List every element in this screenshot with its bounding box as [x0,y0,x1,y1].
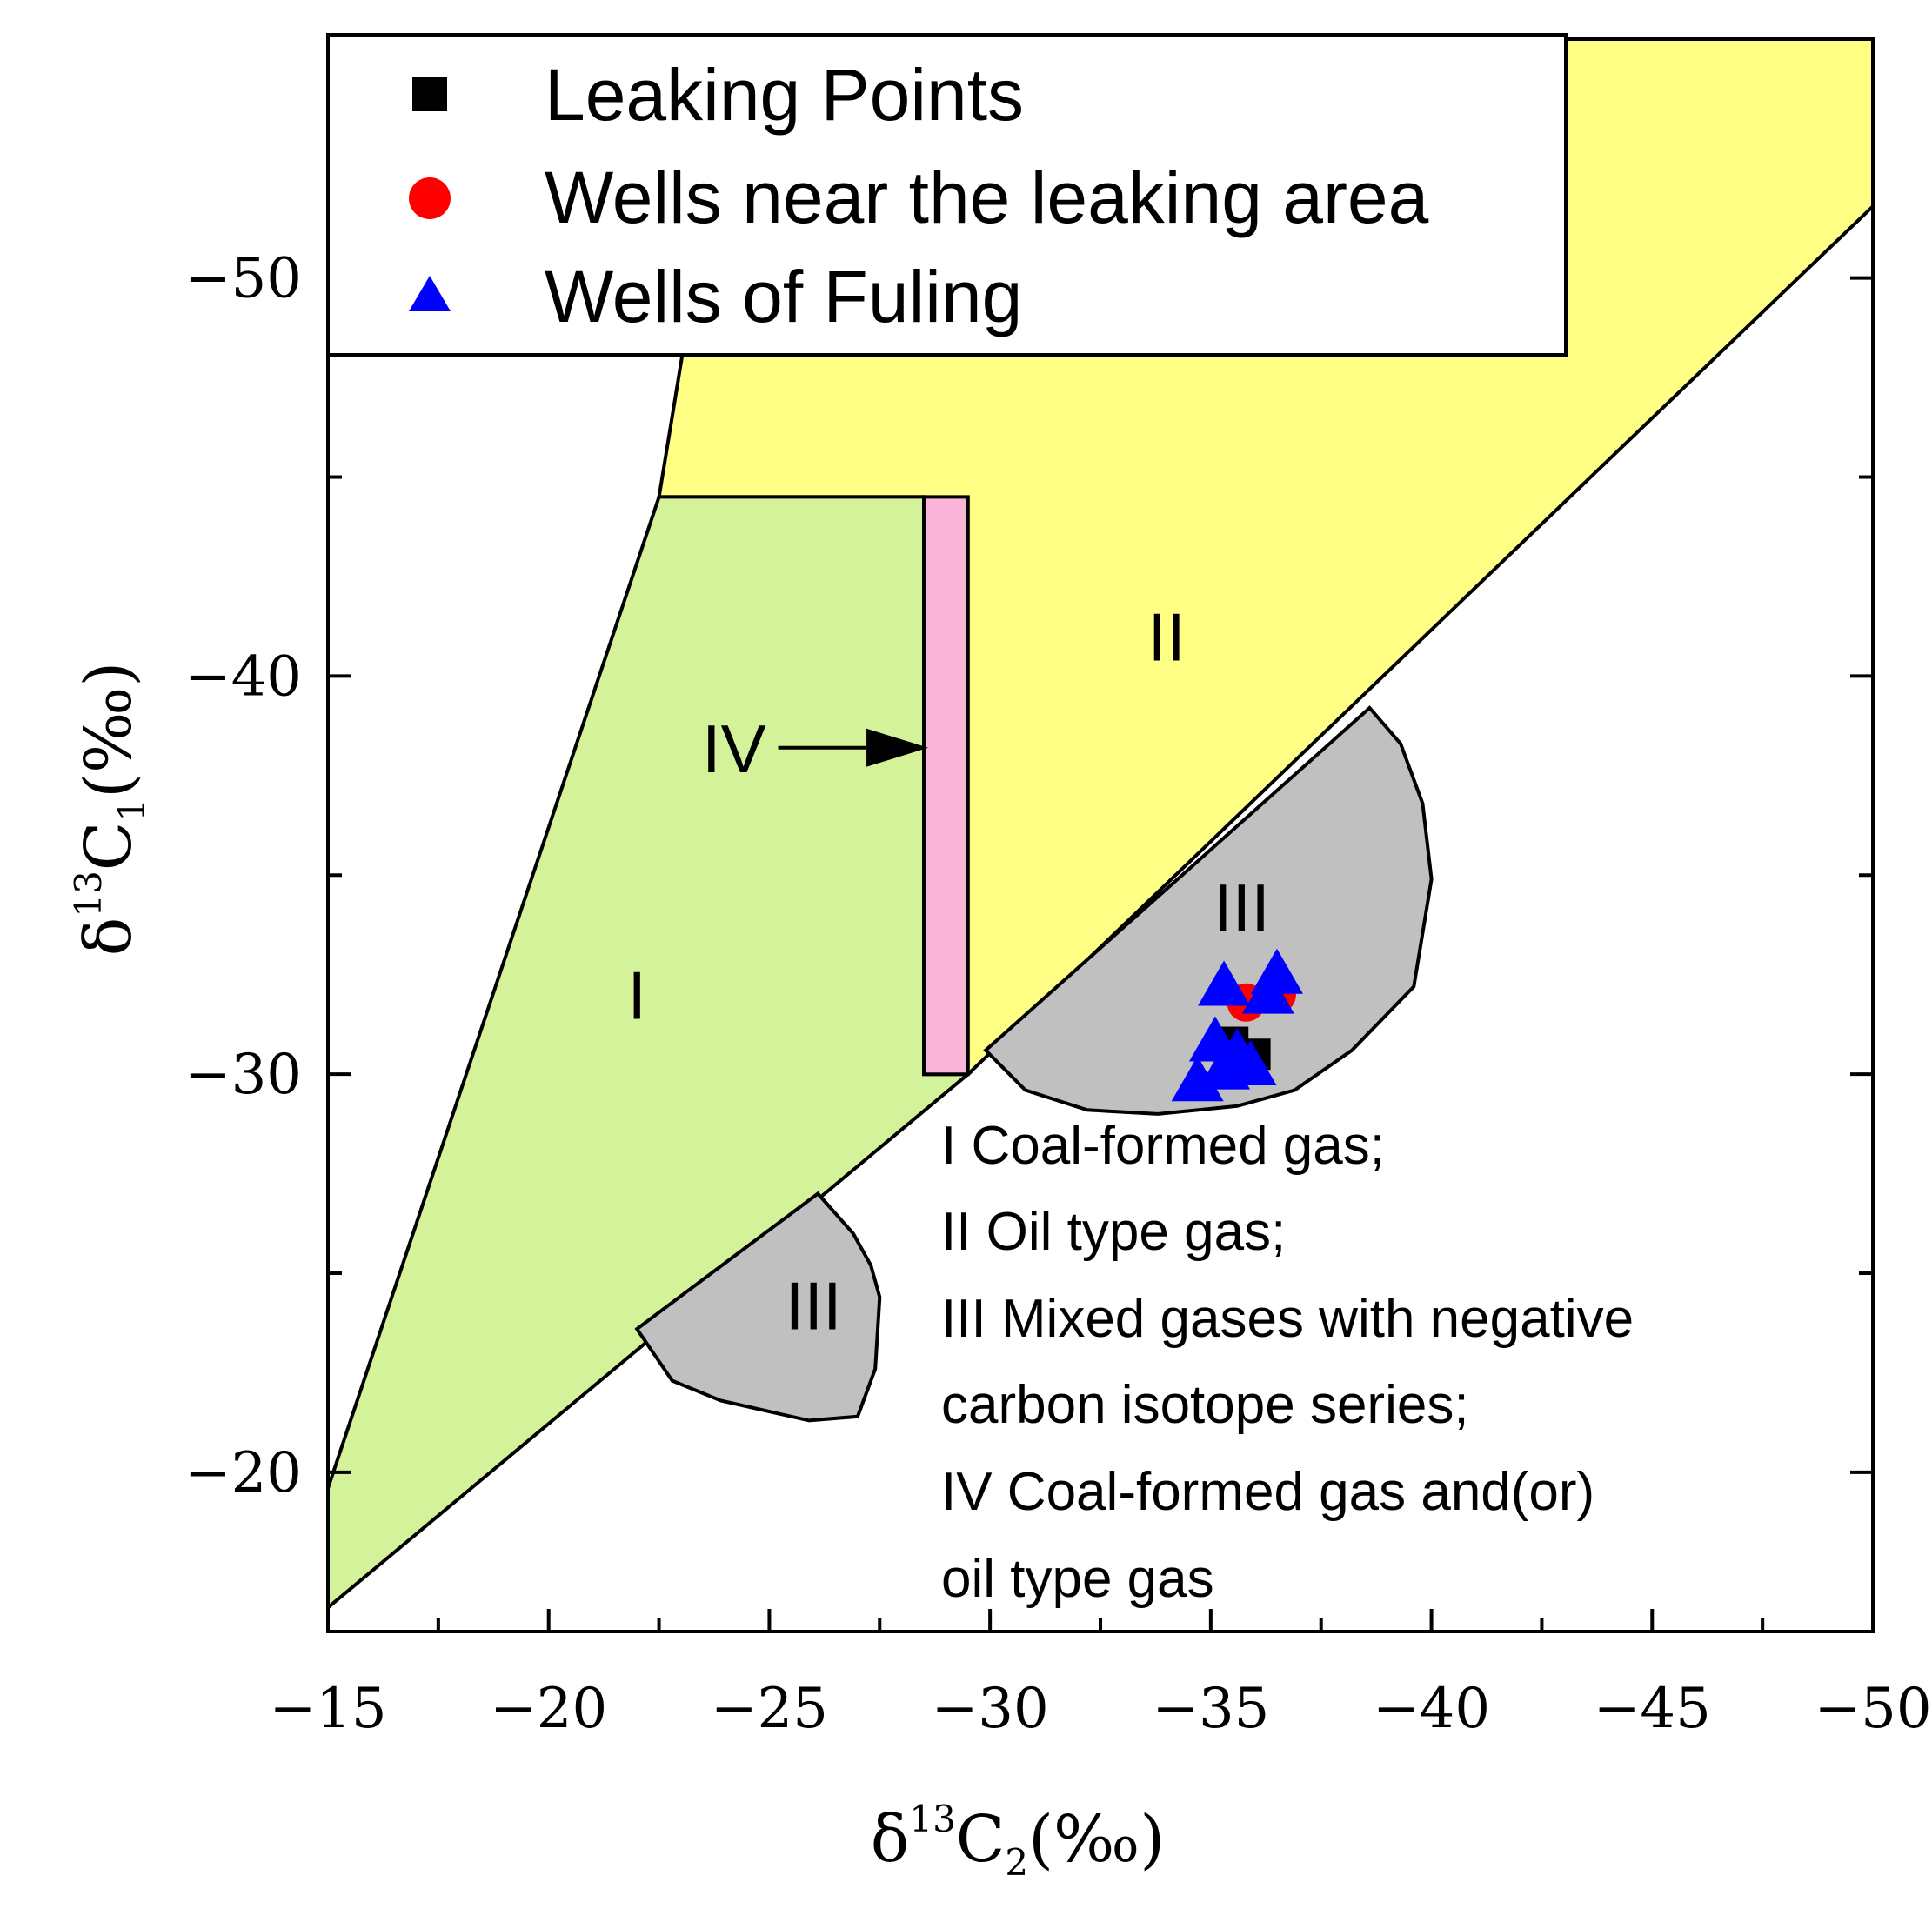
y-tick-label: −30 [184,1043,302,1107]
x-axis-title-base: C [956,1802,1006,1877]
legend-triangle-marker [409,276,451,311]
note-line: III Mixed gases with negative [941,1289,1634,1349]
region-notes: I Coal-formed gas; II Oil type gas; III … [941,1116,1634,1609]
region-label-iii-upper: III [1213,870,1270,946]
data-markers [1171,948,1303,1102]
region-iii-mixed-gases-lower [634,1191,882,1423]
region-label-i: I [627,958,646,1034]
x-axis-title-delta: δ [871,1802,910,1877]
axis-ticks: −15 −20 −25 −30 −35 −40 −45 −50 −20 −30 −40 −50 [184,247,1932,1741]
x-tick-label: −40 [1373,1677,1490,1741]
note-line: II Oil type gas; [941,1202,1286,1262]
legend: Leaking Points Wells near the leaking ar… [326,33,1568,357]
y-axis-title-sup: 13 [67,871,110,917]
note-line: IV Coal-formed gas and(or) [941,1462,1594,1522]
region-iv-coal-or-oil-gas [922,495,970,1077]
y-axis-title-unit: (‰) [71,662,146,798]
legend-label-leaking-points: Leaking Points [545,54,1024,136]
x-tick-label: −50 [1814,1677,1931,1741]
arrow-head [866,728,929,767]
region-iii-mixed-gases-upper [983,705,1434,1116]
note-line: oil type gas [941,1549,1214,1609]
x-axis-title-sup: 13 [909,1798,955,1840]
fuling-well-marker [1250,948,1303,994]
y-tick-label: −40 [184,644,302,709]
legend-label-wells-fuling: Wells of Fuling [545,256,1022,337]
x-tick-label: −30 [932,1677,1049,1741]
y-axis-title-delta: δ [71,918,146,957]
x-tick-label: −20 [490,1677,607,1741]
region-label-iii-lower: III [786,1268,842,1345]
legend-circle-marker [409,177,451,219]
legend-square-marker [412,77,447,111]
x-tick-label: −25 [711,1677,828,1741]
legend-box [326,33,1568,357]
x-axis-title-unit: (‰) [1028,1802,1165,1877]
y-axis-title-base: C [71,822,146,871]
x-axis-title: δ13C2(‰) [871,1798,1165,1884]
fuling-well-marker [1198,960,1251,1006]
y-tick-label: −20 [184,1441,302,1505]
fuling-well-marker [1171,1056,1224,1102]
note-line: carbon isotope series; [941,1375,1469,1435]
x-tick-label: −15 [269,1677,386,1741]
y-axis-title: δ13C1(‰) [67,662,153,956]
legend-label-wells-near: Wells near the leaking area [545,157,1429,238]
note-line: I Coal-formed gas; [941,1116,1385,1176]
y-axis-title-sub: 1 [110,798,153,822]
x-tick-label: −45 [1594,1677,1711,1741]
region-iv-arrow [778,728,929,767]
x-tick-label: −35 [1152,1677,1269,1741]
region-i-coal-formed-gas [326,495,973,1612]
y-tick-label: −50 [184,247,302,311]
fuling-well-marker [1198,1044,1251,1090]
region-label-iv: IV [702,711,766,787]
x-axis-title-sub: 2 [1005,1841,1028,1884]
region-label-ii: II [1147,599,1185,676]
